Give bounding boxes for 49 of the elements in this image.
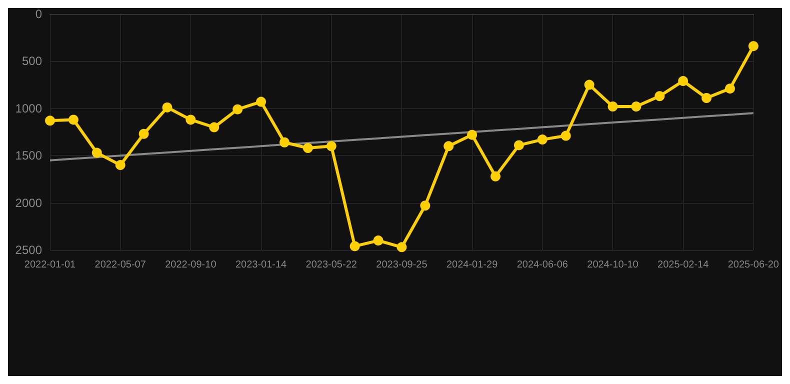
x-tick-label: 2023-05-22 — [306, 260, 358, 270]
y-tick-label: 2000 — [15, 196, 42, 210]
point — [350, 241, 360, 252]
x-tick-label: 2025-02-14 — [658, 260, 710, 270]
x-tick-label: 2024-10-10 — [587, 260, 639, 270]
point — [584, 80, 594, 90]
point — [560, 130, 571, 141]
point — [256, 96, 266, 107]
point — [373, 236, 384, 246]
y-tick-label: 500 — [22, 54, 42, 68]
point — [138, 128, 149, 139]
y-tick-label: 2500 — [15, 243, 42, 257]
x-tick-label: 2023-01-14 — [235, 260, 288, 270]
x-tick-label: 2023-09-25 — [376, 260, 428, 270]
point — [514, 140, 524, 150]
x-tick-label: 2022-01-01 — [24, 260, 76, 270]
point — [724, 84, 735, 94]
point — [654, 91, 665, 102]
x-tick-label: 2024-01-29 — [446, 260, 498, 270]
point — [608, 102, 618, 112]
point — [162, 102, 172, 112]
point — [396, 242, 407, 252]
point — [302, 143, 313, 154]
point — [115, 160, 126, 170]
x-tick-label: 2025-06-20 — [728, 260, 780, 270]
point — [209, 122, 220, 132]
point — [467, 130, 478, 140]
x-tick-label: 2022-09-10 — [165, 260, 217, 270]
point — [68, 114, 78, 125]
x-tick-label: 2024-06-06 — [516, 260, 568, 270]
point — [444, 141, 454, 152]
point — [678, 76, 688, 86]
point — [748, 41, 758, 52]
point — [186, 114, 196, 125]
point — [420, 200, 430, 211]
point — [631, 102, 642, 112]
y-tick-label: 1000 — [15, 101, 42, 116]
point — [45, 116, 55, 126]
point — [537, 134, 548, 145]
point — [92, 148, 102, 158]
y-tick-label: 0 — [35, 7, 42, 21]
line-series — [49, 112, 754, 162]
point — [702, 93, 712, 104]
point — [326, 141, 336, 152]
point — [490, 171, 500, 182]
y-tick-label: 1500 — [15, 148, 42, 163]
x-tick-label: 2022-05-07 — [94, 260, 146, 270]
point — [232, 104, 243, 114]
point — [279, 137, 290, 148]
